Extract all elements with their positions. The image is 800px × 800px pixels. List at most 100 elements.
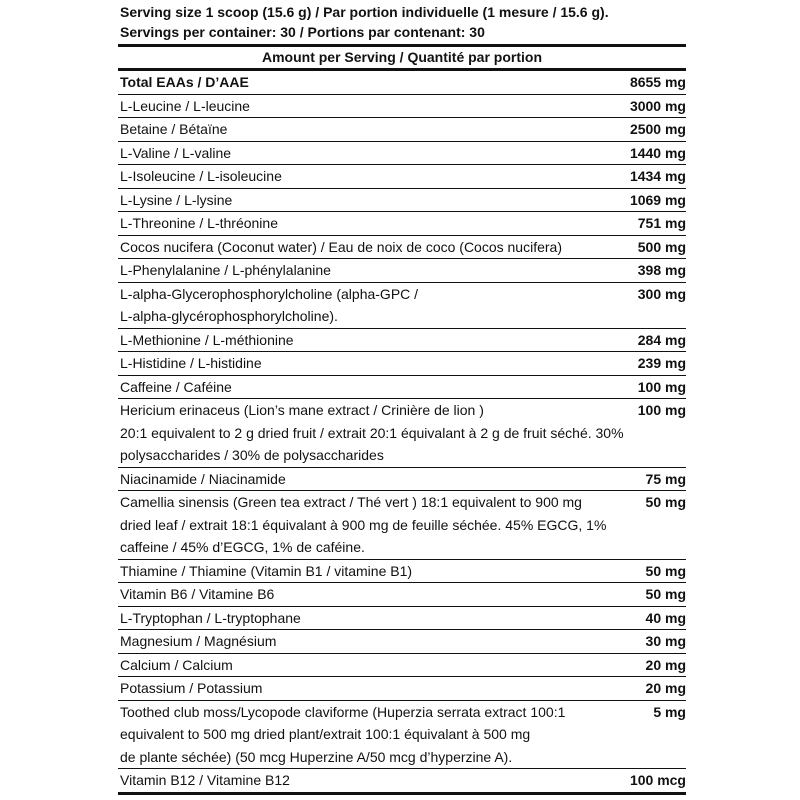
table-row: Potassium / Potassium 20 mg: [118, 677, 686, 701]
servings-per-container: Servings per container: 30 / Portions pa…: [120, 24, 485, 40]
nutrient-name: L-Methionine / L-méthionine: [120, 329, 632, 352]
amount: 751 mg: [637, 215, 686, 231]
amount: 100 mcg: [629, 772, 686, 788]
amount: 3000 mg: [629, 97, 686, 114]
serving-info: Serving size 1 scoop (15.6 g) / Par port…: [120, 2, 609, 42]
name-line: L-Phenylalanine / L-phénylalanine: [120, 262, 331, 278]
amount: 40 mg: [645, 609, 686, 626]
name-line: L-Histidine / L-histidine: [120, 355, 262, 371]
table-row: L-Methionine / L-méthionine 284 mg: [118, 329, 686, 352]
nutrient-name: Potassium / Potassium: [120, 677, 640, 700]
table-row: Calcium / Calcium 20 mg: [118, 654, 686, 677]
amount: 5 mg: [653, 703, 686, 720]
amount: 1069 mg: [629, 191, 686, 208]
name-line: equivalent to 500 mg dried plant/extrait…: [120, 726, 531, 742]
table-header: Amount per Serving / Quantité par portio…: [118, 47, 686, 71]
name-line: L-Valine / L-valine: [120, 144, 232, 161]
table-row: Total EAAs / D’AAE 8655 mg: [118, 71, 686, 95]
nutrient-name: Toothed club moss/Lycopode claviforme (H…: [120, 701, 647, 769]
name-line: Niacinamide / Niacinamide: [120, 470, 286, 487]
name-line: Vitamin B12 / Vitamine B12: [120, 772, 290, 788]
name-line: caffeine / 45% d’EGCG, 1% de caféine.: [120, 539, 365, 555]
table-row: Hericium erinaceus (Lion’s mane extract …: [118, 399, 686, 468]
amount: 284 mg: [637, 331, 686, 348]
nutrient-name: Calcium / Calcium: [120, 654, 640, 677]
name-line: L-alpha-glycérophosphorylcholine).: [120, 308, 338, 324]
nutrient-name: Niacinamide / Niacinamide: [120, 468, 640, 491]
nutrition-table: Amount per Serving / Quantité par portio…: [118, 44, 686, 795]
name-line: Thiamine / Thiamine (Vitamin B1 / vitami…: [120, 562, 413, 579]
table-row: L-Threonine / L-thréonine 751 mg: [118, 212, 686, 236]
nutrient-name: L-alpha-Glycerophosphorylcholine (alpha-…: [120, 283, 632, 328]
nutrient-name: Total EAAs / D’AAE: [120, 71, 624, 94]
table-row: L-Leucine / L-leucine 3000 mg: [118, 95, 686, 118]
amount: 75 mg: [645, 470, 686, 487]
name-line: Betaine / Bétaïne: [120, 121, 228, 137]
table-row: L-Phenylalanine / L-phénylalanine 398 mg: [118, 259, 686, 283]
nutrient-name: L-Valine / L-valine: [120, 142, 624, 165]
table-row: Cocos nucifera (Coconut water) / Eau de …: [118, 236, 686, 259]
name-line: Hericium erinaceus (Lion’s mane extract …: [120, 402, 484, 418]
name-line: polysaccharides / 30% de polysaccharides: [120, 447, 384, 463]
name-line: Calcium / Calcium: [120, 656, 233, 673]
amount: 50 mg: [645, 494, 686, 510]
amount: 300 mg: [637, 285, 686, 302]
table-row: L-alpha-Glycerophosphorylcholine (alpha-…: [118, 283, 686, 329]
table-row: L-Valine / L-valine 1440 mg: [118, 142, 686, 165]
nutrient-name: L-Phenylalanine / L-phénylalanine: [120, 259, 632, 282]
table-row: L-Tryptophan / L-tryptophane 40 mg: [118, 607, 686, 630]
nutrient-name: L-Histidine / L-histidine: [120, 352, 632, 375]
amount: 20 mg: [645, 656, 686, 673]
amount: 100 mg: [637, 378, 686, 395]
nutrient-name: Camellia sinensis (Green tea extract / T…: [120, 491, 640, 559]
name-line: Vitamin B6 / Vitamine B6: [120, 586, 275, 602]
amount: 398 mg: [637, 262, 686, 278]
table-row: L-Isoleucine / L-isoleucine 1434 mg: [118, 165, 686, 189]
nutrient-name: L-Threonine / L-thréonine: [120, 212, 632, 235]
amount: 1440 mg: [629, 144, 686, 161]
name-line: L-alpha-Glycerophosphorylcholine (alpha-…: [120, 285, 419, 302]
table-row: Toothed club moss/Lycopode claviforme (H…: [118, 701, 686, 769]
amount: 8655 mg: [629, 74, 686, 90]
amount: 100 mg: [637, 402, 686, 418]
table-row: L-Histidine / L-histidine 239 mg: [118, 352, 686, 376]
serving-size: Serving size 1 scoop (15.6 g) / Par port…: [120, 4, 609, 20]
amount: 2500 mg: [629, 121, 686, 137]
name-line: dried leaf / extrait 18:1 équivalant à 9…: [120, 516, 607, 533]
name-line: L-Threonine / L-thréonine: [120, 215, 278, 231]
table-row: Camellia sinensis (Green tea extract / T…: [118, 491, 686, 560]
name-line: Total EAAs / D’AAE: [120, 74, 249, 90]
nutrient-name: Vitamin B6 / Vitamine B6: [120, 583, 640, 606]
nutrient-name: Caffeine / Caféine: [120, 376, 632, 399]
nutrient-name: Magnesium / Magnésium: [120, 630, 640, 653]
name-line: Magnesium / Magnésium: [120, 633, 277, 649]
nutrient-name: Cocos nucifera (Coconut water) / Eau de …: [120, 236, 632, 259]
name-line: Camellia sinensis (Green tea extract / T…: [120, 494, 582, 510]
nutrient-name: Hericium erinaceus (Lion’s mane extract …: [120, 399, 632, 467]
amount: 1434 mg: [629, 168, 686, 184]
table-row: Thiamine / Thiamine (Vitamin B1 / vitami…: [118, 560, 686, 583]
amount: 50 mg: [645, 586, 686, 602]
nutrient-name: Vitamin B12 / Vitamine B12: [120, 769, 624, 792]
table-row: L-Lysine / L-lysine 1069 mg: [118, 189, 686, 212]
table-row: Niacinamide / Niacinamide 75 mg: [118, 468, 686, 491]
nutrient-name: L-Isoleucine / L-isoleucine: [120, 165, 624, 188]
amount: 20 mg: [645, 680, 686, 696]
amount: 239 mg: [637, 355, 686, 371]
name-line: Caffeine / Caféine: [120, 378, 232, 395]
nutrient-name: L-Leucine / L-leucine: [120, 95, 624, 118]
name-line: Toothed club moss/Lycopode claviforme (H…: [120, 703, 566, 720]
nutrient-name: L-Lysine / L-lysine: [120, 189, 624, 212]
amount: 500 mg: [637, 238, 686, 255]
name-line: L-Isoleucine / L-isoleucine: [120, 168, 282, 184]
table-row: Vitamin B12 / Vitamine B12 100 mcg: [118, 769, 686, 792]
amount: 30 mg: [645, 633, 686, 649]
table-row: Magnesium / Magnésium 30 mg: [118, 630, 686, 654]
nutrient-name: Betaine / Bétaïne: [120, 118, 624, 141]
amount: 50 mg: [645, 562, 686, 579]
nutrient-name: L-Tryptophan / L-tryptophane: [120, 607, 640, 630]
name-line: 20:1 equivalent to 2 g dried fruit / ext…: [120, 424, 624, 441]
table-row: Betaine / Bétaïne 2500 mg: [118, 118, 686, 142]
